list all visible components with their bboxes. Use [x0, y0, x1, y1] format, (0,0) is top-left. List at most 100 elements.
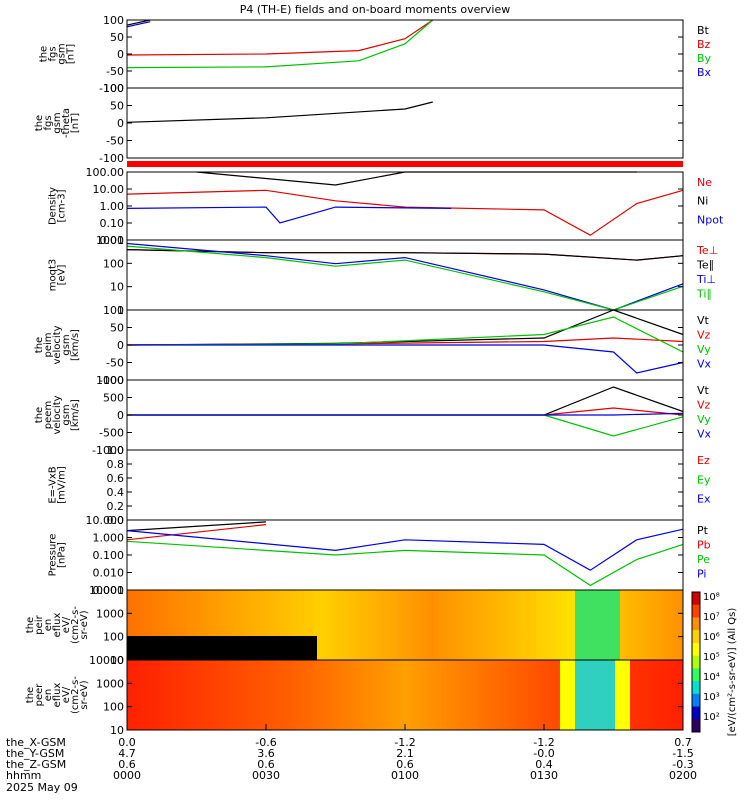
- peem-velocity-series-Vz: [127, 407, 684, 416]
- temperature-legend-Ti⊥: Ti⊥: [696, 273, 716, 286]
- footer-value: 0.0: [118, 736, 136, 749]
- peir-spec-ytick-label: 10000: [89, 584, 124, 597]
- temperature-legend-Te∥: Te∥: [696, 259, 714, 272]
- peem-velocity-ylabel: [km/s]: [70, 399, 81, 431]
- plot-title: P4 (TH-E) fields and on-board moments ov…: [240, 3, 511, 16]
- pressure-ylabel: Pressure: [48, 534, 59, 577]
- peer-spec-ylabel: en: [43, 689, 54, 702]
- peim-velocity-legend-Vx: Vx: [697, 358, 712, 371]
- colorbar-tick-label: 10⁵: [703, 652, 720, 663]
- peer-spec-ytick-label: 100: [103, 701, 124, 714]
- density-ytick-label: 0.10: [100, 217, 125, 230]
- peem-velocity-legend-Vt: Vt: [697, 384, 710, 397]
- peim-velocity-ylabel: velocity: [52, 325, 63, 364]
- density-ytick-label: 10.00: [93, 183, 125, 196]
- fgs-ylabel: fgs: [48, 46, 59, 61]
- colorbar-tick-label: 10⁶: [703, 632, 720, 643]
- density-ytick-label: 100.00: [86, 166, 125, 179]
- efield-legend-Ex: Ex: [697, 493, 711, 506]
- colorbar-segment: [692, 642, 700, 657]
- pressure-legend-Pb: Pb: [697, 539, 711, 552]
- density-frame: [126, 171, 684, 241]
- peim-velocity-ytick-label: -50: [106, 357, 124, 370]
- efield-legend-Ez: Ez: [697, 454, 710, 467]
- colorbar-segment: [692, 681, 700, 695]
- density-ytick-label: 0.01: [100, 234, 125, 247]
- peer-spec-ylabel: eflux: [52, 683, 63, 708]
- density-series-Ni: [196, 171, 637, 186]
- colorbar-segment: [692, 719, 700, 733]
- temperature-legend-Te⊥: Te⊥: [696, 244, 718, 257]
- peir-spec-ytick-label: 100: [103, 631, 124, 644]
- peim-velocity-legend-Vz: Vz: [697, 329, 711, 342]
- peir-spec-ylabel: sr-eV): [79, 610, 90, 639]
- peem-velocity-legend-Vx: Vx: [697, 428, 712, 441]
- footer-value: 0.4: [535, 758, 553, 771]
- density-series-Ne: [126, 189, 684, 236]
- footer-value: -0.6: [255, 736, 276, 749]
- fgs-theta-series-Bt: [126, 101, 433, 123]
- fgs-theta-ytick-label: -100: [99, 152, 124, 165]
- footer-value: 0200: [669, 769, 697, 782]
- peim-velocity-ylabel: the: [34, 337, 45, 353]
- peer-spec-ylabel: sr-eV): [79, 680, 90, 709]
- density-legend-Ni: Ni: [697, 195, 708, 208]
- density-series-Npot: [126, 206, 452, 224]
- peem-velocity-ytick-label: -500: [99, 427, 124, 440]
- colorbar-tick-label: 10⁸: [703, 592, 720, 603]
- peim-velocity-legend-Vy: Vy: [697, 343, 711, 356]
- peim-velocity-series-Vy: [126, 316, 684, 353]
- colorbar-segment: [692, 706, 700, 720]
- peir-spec-ylabel: eflux: [52, 613, 63, 638]
- peer-spec-ylabel: the: [25, 687, 36, 703]
- footer-value: -1.2: [533, 736, 554, 749]
- pressure-legend-Pt: Pt: [697, 524, 709, 537]
- peim-velocity-ylabel: peim: [43, 332, 54, 357]
- colorbar-label: [eV/(cm²-s-sr-eV)] (All Qs): [727, 608, 738, 737]
- peem-velocity-series-Vx: [127, 412, 684, 416]
- fgs-theta-ytick-label: 0: [117, 117, 124, 130]
- efield-ytick-label: 0.2: [107, 500, 125, 513]
- density-ytick-label: 1.00: [100, 200, 125, 213]
- footer-value: 3.6: [257, 747, 275, 760]
- separator-bar: [127, 161, 683, 167]
- footer-row-label: the_Y-GSM: [6, 747, 64, 760]
- peir-spec-ytick-label: 1000: [96, 607, 124, 620]
- fgs-legend-Bt: Bt: [697, 24, 710, 37]
- temperature-ytick-label: 10: [110, 281, 124, 294]
- colorbar-segment: [692, 604, 700, 618]
- footer-row-label: the_X-GSM: [6, 736, 66, 749]
- footer-value: -1.5: [672, 747, 693, 760]
- fgs-theta-ytick-label: 100: [103, 82, 124, 95]
- density-ylabel: Density: [48, 187, 59, 225]
- peer-spec-ytick-label: 10: [110, 724, 124, 737]
- peim-velocity-ylabel: [km/s]: [70, 329, 81, 361]
- colorbar-segment: [692, 592, 700, 606]
- peer-spec-ytick-label: 10000: [89, 654, 124, 667]
- footer-row-label: the_Z-GSM: [6, 758, 66, 771]
- pressure-ytick-label: 0.010: [93, 567, 125, 580]
- electron-spectrogram-band: [575, 660, 615, 730]
- peim-velocity-ytick-label: 0: [117, 339, 124, 352]
- footer-row-label: hhmm: [6, 769, 41, 782]
- fgs-ylabel: gsm: [57, 43, 68, 64]
- efield-ylabel: E=-VxB: [48, 466, 59, 503]
- colorbar-frame: [691, 591, 701, 733]
- pressure-series-Pi: [126, 528, 684, 571]
- peem-velocity-ytick-label: -1000: [92, 444, 124, 457]
- footer-value: 0030: [252, 769, 280, 782]
- fgs-legend-Bz: Bz: [697, 38, 711, 51]
- colorbar-tick-label: 10²: [703, 712, 720, 723]
- fgs-theta-ylabel: the: [34, 115, 45, 131]
- fgs-theta-ytick-label: 50: [110, 100, 124, 113]
- temperature-legend-Ti∥: Ti∥: [696, 288, 712, 301]
- density-ylabel: [cm-3]: [57, 189, 68, 222]
- temperature-ytick-label: 1: [117, 304, 124, 317]
- efield-ytick-label: 1.0: [107, 444, 125, 457]
- footer-value: 0.6: [396, 758, 414, 771]
- efield-ytick-label: 0.4: [107, 486, 125, 499]
- peir-spec-ylabel: peir: [34, 614, 45, 634]
- footer-value: 0.6: [257, 758, 275, 771]
- peem-velocity-series-Vt: [127, 386, 684, 416]
- fgs-legend-By: By: [697, 52, 712, 65]
